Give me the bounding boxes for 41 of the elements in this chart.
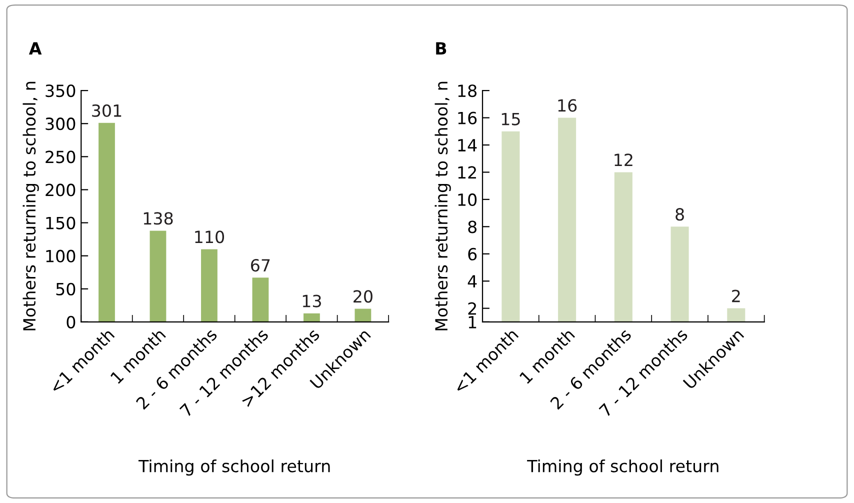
y-tick-label: 350 [46, 84, 76, 98]
data-label: 16 [558, 99, 577, 112]
y-tick-label: 4 [468, 275, 477, 288]
data-label: 2 [732, 290, 740, 302]
y-tick-label: 300 [46, 118, 76, 130]
y-axis-title: Mothers returning to school, n [22, 82, 39, 330]
data-label: 8 [676, 208, 684, 221]
data-label: 13 [302, 294, 321, 308]
y-tick-label: 10 [458, 193, 477, 206]
y-tick-label: 1 [468, 316, 476, 328]
bar [252, 278, 269, 322]
y-tick-label: 6 [468, 248, 477, 260]
y-tick-label: 100 [46, 250, 76, 262]
y-tick-label: 12 [458, 166, 476, 179]
bar [201, 249, 218, 322]
bar [150, 230, 166, 322]
data-label: 110 [195, 230, 224, 244]
data-label: 20 [354, 290, 372, 303]
y-tick-label: 250 [46, 150, 76, 164]
y-tick-label: 0 [66, 316, 76, 328]
y-tick-label: 50 [56, 282, 76, 296]
x-axis-title: Timing of school return [138, 459, 330, 476]
x-axis-title: Timing of school return [527, 459, 718, 476]
data-label: 12 [614, 154, 632, 166]
chart-title: A [28, 42, 42, 54]
data-label: 15 [502, 112, 520, 126]
y-tick-label: 8 [468, 220, 477, 234]
y-axis-title: Mothers returning to school, n [434, 82, 451, 330]
data-label: 138 [144, 212, 173, 225]
bar [304, 313, 320, 322]
y-tick-label: 18 [458, 84, 477, 98]
y-tick-label: 16 [458, 112, 477, 124]
bar [354, 308, 372, 322]
data-label: 301 [92, 104, 122, 117]
chart-title: B [436, 42, 446, 54]
data-label: 67 [251, 259, 270, 272]
y-tick-label: 14 [458, 139, 477, 152]
y-tick-label: 2 [468, 302, 476, 315]
y-tick-label: 200 [46, 184, 76, 196]
bar [98, 122, 115, 322]
y-tick-label: 150 [46, 216, 76, 230]
